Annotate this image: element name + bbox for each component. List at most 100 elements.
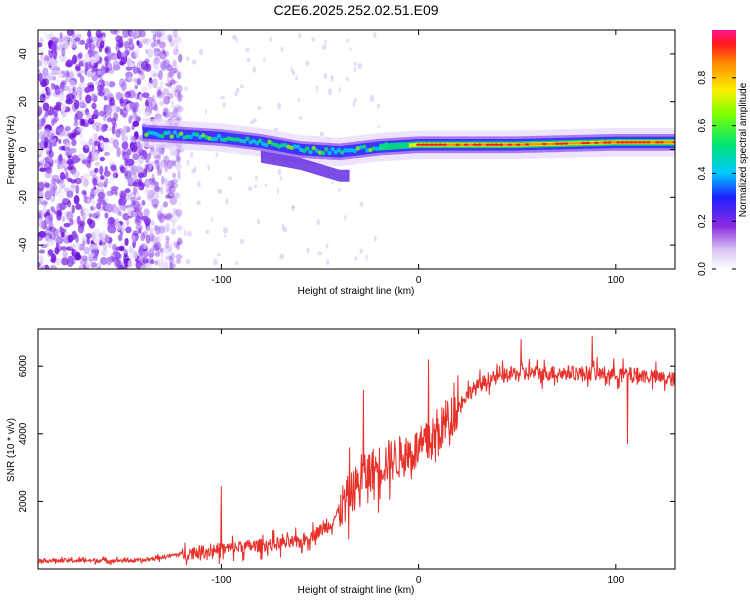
noise-speckle [306, 247, 310, 254]
noise-blob [59, 32, 63, 39]
signal-peak [254, 140, 260, 146]
noise-blob [65, 98, 73, 105]
noise-blob [155, 31, 163, 38]
noise-blob [76, 215, 81, 225]
signal-core [516, 143, 521, 146]
noise-blob [113, 112, 119, 122]
noise-blob [76, 127, 84, 132]
noise-blob [56, 202, 63, 212]
noise-blob [138, 228, 142, 234]
signal-core [611, 141, 617, 144]
noise-speckle [291, 205, 295, 212]
noise-blob [129, 250, 135, 261]
noise-blob [158, 70, 163, 80]
noise-blob [155, 69, 160, 75]
noise-blob [71, 204, 75, 214]
noise-blob [122, 108, 128, 118]
noise-blob [160, 166, 165, 171]
noise-speckle [269, 36, 273, 42]
noise-blob [166, 64, 173, 72]
noise-speckle [279, 176, 283, 181]
noise-blob [129, 247, 135, 254]
noise-blob [71, 230, 77, 240]
noise-blob [38, 230, 47, 238]
noise-speckle [337, 187, 341, 192]
signal-core [446, 143, 452, 146]
spectrogram-y-tick-label: 0 [18, 146, 29, 152]
noise-blob [65, 149, 69, 156]
noise-speckle [326, 258, 330, 266]
noise-blob [117, 234, 123, 242]
noise-blob [177, 53, 183, 63]
noise-blob [62, 198, 70, 205]
noise-blob [170, 77, 175, 83]
noise-blob [167, 170, 173, 176]
noise-blob [119, 108, 124, 116]
noise-blob [140, 85, 148, 92]
noise-blob [61, 257, 69, 266]
noise-blob [62, 249, 68, 259]
noise-blob [115, 44, 120, 51]
noise-blob [40, 117, 46, 127]
noise-blob [45, 225, 53, 231]
noise-blob [55, 104, 59, 110]
noise-blob [100, 64, 106, 75]
signal-peak [320, 150, 326, 156]
colorbar-ticks: 0.0 0.2 0.4 0.6 0.8 [697, 70, 736, 276]
noise-blob [99, 156, 106, 162]
noise-speckle [235, 87, 240, 93]
noise-blob [88, 38, 92, 49]
noise-blob [38, 198, 42, 206]
signal-core [463, 143, 469, 146]
noise-blob [110, 164, 117, 172]
noise-blob [104, 212, 109, 219]
signal-core [472, 143, 478, 146]
noise-blob [51, 69, 59, 76]
noise-blob [39, 51, 45, 61]
signal-core [420, 143, 426, 146]
signal-peak [188, 134, 193, 140]
noise-blob [172, 208, 178, 216]
noise-speckle [257, 106, 262, 110]
noise-blob [91, 132, 99, 141]
signal-core [602, 141, 608, 144]
noise-blob [84, 174, 90, 181]
noise-blob [91, 93, 98, 103]
signal-core [507, 143, 513, 146]
noise-blob [67, 150, 73, 156]
noise-blob [54, 85, 61, 96]
noise-blob [177, 237, 183, 245]
noise-blob [106, 126, 113, 132]
noise-blob [57, 73, 64, 78]
noise-blob [76, 92, 82, 100]
noise-blob [173, 192, 181, 199]
noise-blob [139, 39, 143, 45]
noise-blob [105, 203, 114, 213]
noise-blob [167, 71, 175, 78]
noise-blob [171, 157, 176, 164]
noise-blob [129, 196, 138, 202]
noise-blob [163, 177, 167, 183]
noise-blob [50, 132, 55, 141]
noise-blob [61, 47, 66, 57]
noise-blob [77, 72, 82, 78]
noise-speckle [253, 184, 258, 188]
snr-frame [37, 328, 676, 570]
noise-blob [160, 47, 166, 55]
noise-blob [81, 212, 86, 222]
snr-y-tick-label: 4000 [18, 422, 29, 445]
noise-blob [92, 199, 96, 208]
noise-blob [144, 178, 151, 188]
noise-blob [170, 252, 175, 260]
noise-blob [170, 159, 178, 164]
noise-blob [45, 33, 53, 40]
signal-peak [352, 148, 357, 154]
noise-blob [88, 151, 93, 159]
noise-blob [84, 42, 89, 50]
noise-blob [118, 245, 125, 252]
noise-blob [173, 149, 179, 158]
noise-blob [128, 38, 133, 46]
noise-blob [154, 30, 163, 38]
noise-blob [143, 208, 150, 217]
noise-blob [160, 175, 165, 186]
